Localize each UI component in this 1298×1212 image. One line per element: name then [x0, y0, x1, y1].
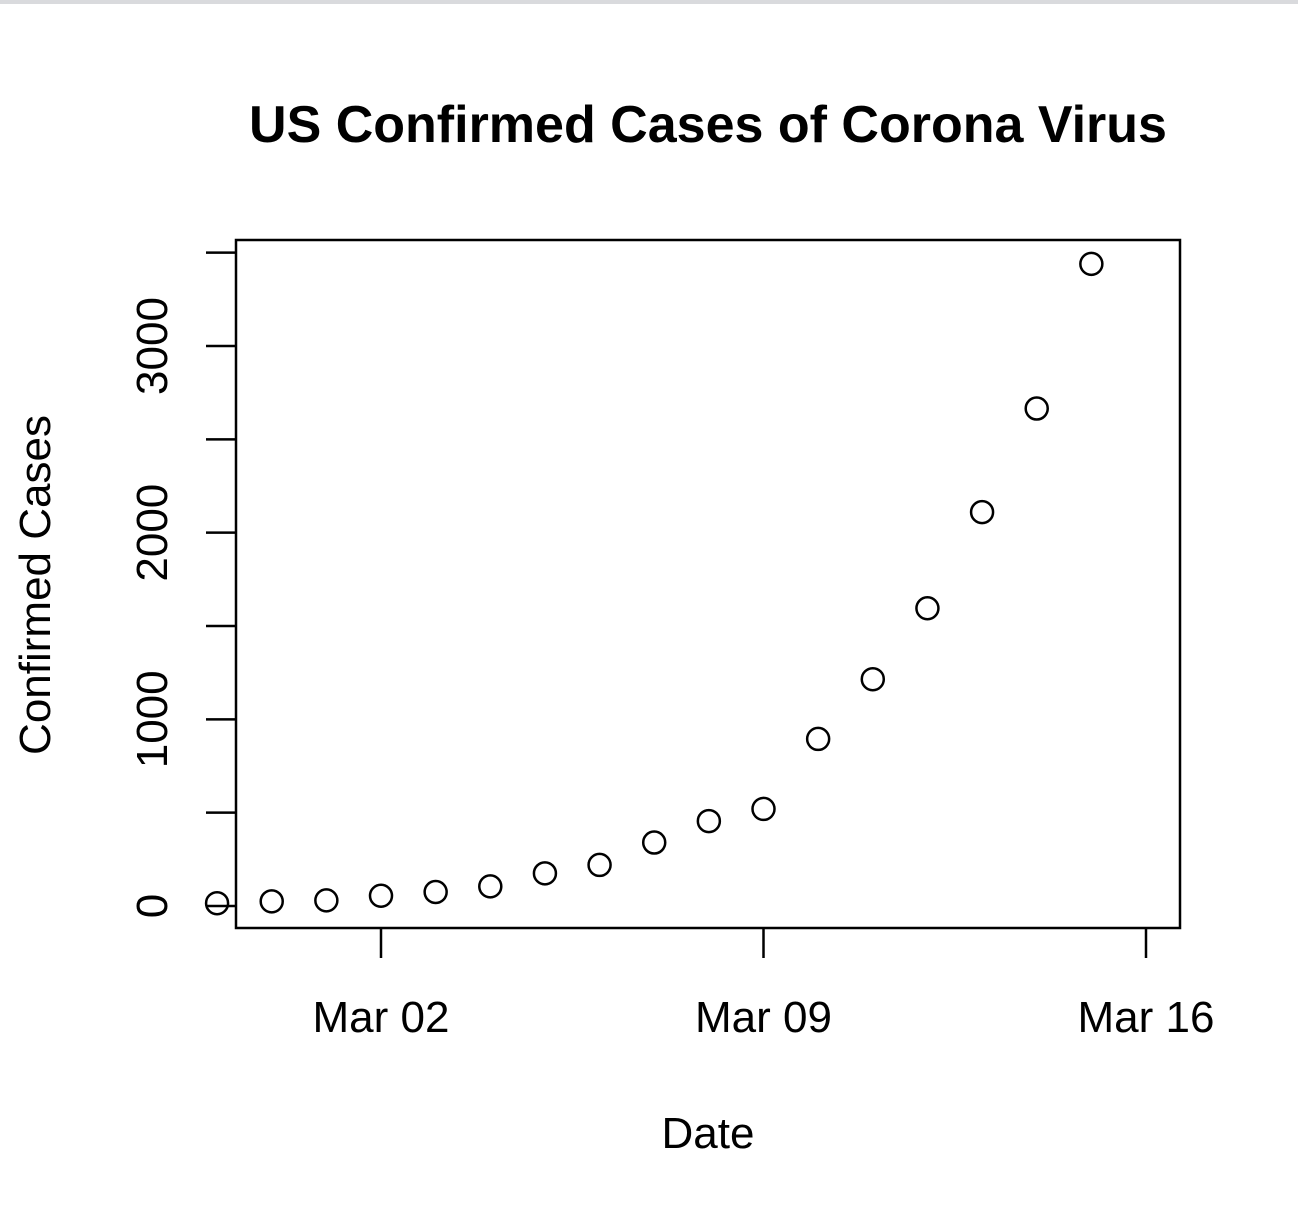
data-point — [860, 666, 886, 692]
y-tick-label: 0 — [128, 894, 177, 918]
y-tick-label: 2000 — [128, 484, 177, 582]
data-point — [423, 879, 448, 905]
data-point — [478, 874, 503, 899]
data-points — [204, 251, 1104, 916]
y-axis-label: Confirmed Cases — [11, 415, 60, 755]
x-tick-label: Mar 02 — [313, 993, 450, 1042]
data-point — [204, 890, 230, 916]
x-tick-label: Mar 09 — [695, 993, 832, 1042]
chart-title: US Confirmed Cases of Corona Virus — [249, 96, 1167, 154]
data-point — [1024, 396, 1049, 421]
data-point — [314, 888, 339, 913]
data-point — [259, 889, 284, 914]
x-tick-label: Mar 16 — [1078, 993, 1215, 1042]
data-point — [969, 499, 995, 525]
data-point — [532, 861, 558, 886]
plot-frame — [234, 238, 1182, 930]
y-tick-label: 1000 — [128, 670, 177, 768]
x-axis: Mar 02 Mar 09 Mar 16 — [313, 928, 1215, 1042]
data-point — [641, 830, 667, 855]
data-point — [1079, 251, 1104, 277]
data-point — [915, 596, 940, 621]
data-point — [751, 796, 776, 822]
x-axis-label: Date — [662, 1109, 755, 1158]
data-point — [368, 883, 394, 908]
top-border — [0, 0, 1298, 4]
data-point — [696, 808, 722, 834]
y-axis: 0 1000 2000 3000 — [128, 251, 236, 918]
data-point — [587, 852, 612, 878]
data-point — [805, 726, 831, 752]
y-tick-label: 3000 — [128, 297, 177, 395]
